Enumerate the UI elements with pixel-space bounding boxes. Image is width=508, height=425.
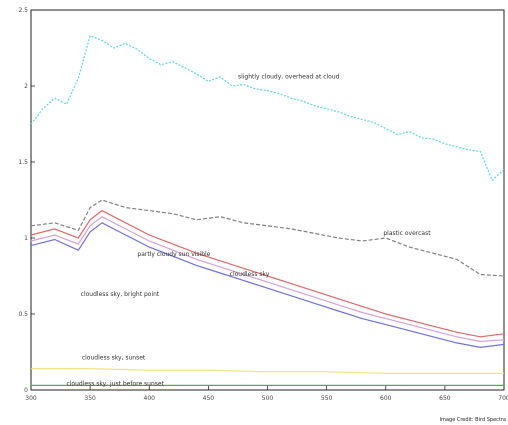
x-axis: 300 350 400 450 500 550 600 650 700 — [25, 386, 508, 402]
x-tick-label: 650 — [439, 395, 451, 402]
series-layer — [30, 35, 505, 386]
x-tick-label: 350 — [84, 395, 96, 402]
x-tick-label: 700 — [498, 395, 508, 402]
series-label-4: cloudless sky, bright point — [81, 291, 160, 298]
series-line-3 — [30, 215, 505, 343]
series-line-0 — [30, 35, 505, 182]
y-tick-label: 0.5 — [18, 311, 28, 318]
y-tick-label: 1 — [24, 235, 28, 242]
series-label-5: cloudless sky, sunset — [82, 355, 146, 362]
series-label-2: partly cloudy sun visible — [137, 251, 210, 258]
y-axis: 0 0.5 1 1.5 2 2.5 — [18, 7, 35, 394]
series-label-1: plastic overcast — [383, 230, 431, 237]
series-line-1 — [30, 199, 505, 277]
image-credit: Image Credit: Bird Spectra — [440, 417, 506, 423]
series-label-6: cloudless sky, just before sunset — [66, 380, 164, 387]
plot-frame — [30, 9, 505, 391]
x-tick-label: 300 — [25, 395, 37, 402]
series-line-4 — [30, 222, 505, 349]
y-tick-label: 1.5 — [18, 159, 28, 166]
series-line-5 — [31, 368, 504, 374]
x-tick-label: 550 — [321, 395, 333, 402]
series-labels: slightly cloudy, overhead at cloud plasti… — [66, 73, 431, 387]
x-tick-label: 500 — [262, 395, 274, 402]
x-tick-label: 600 — [380, 395, 392, 402]
series-label-3: cloudless sky — [230, 271, 270, 278]
y-tick-label: 2 — [24, 83, 28, 90]
y-tick-label: 0 — [24, 387, 28, 394]
x-tick-label: 450 — [203, 395, 215, 402]
series-label-0: slightly cloudy, overhead at cloud — [238, 73, 340, 80]
y-tick-label: 2.5 — [18, 7, 28, 14]
series-line-2 — [30, 209, 505, 338]
x-tick-label: 400 — [144, 395, 156, 402]
